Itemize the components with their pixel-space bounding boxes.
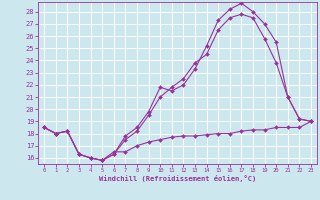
X-axis label: Windchill (Refroidissement éolien,°C): Windchill (Refroidissement éolien,°C) [99, 175, 256, 182]
